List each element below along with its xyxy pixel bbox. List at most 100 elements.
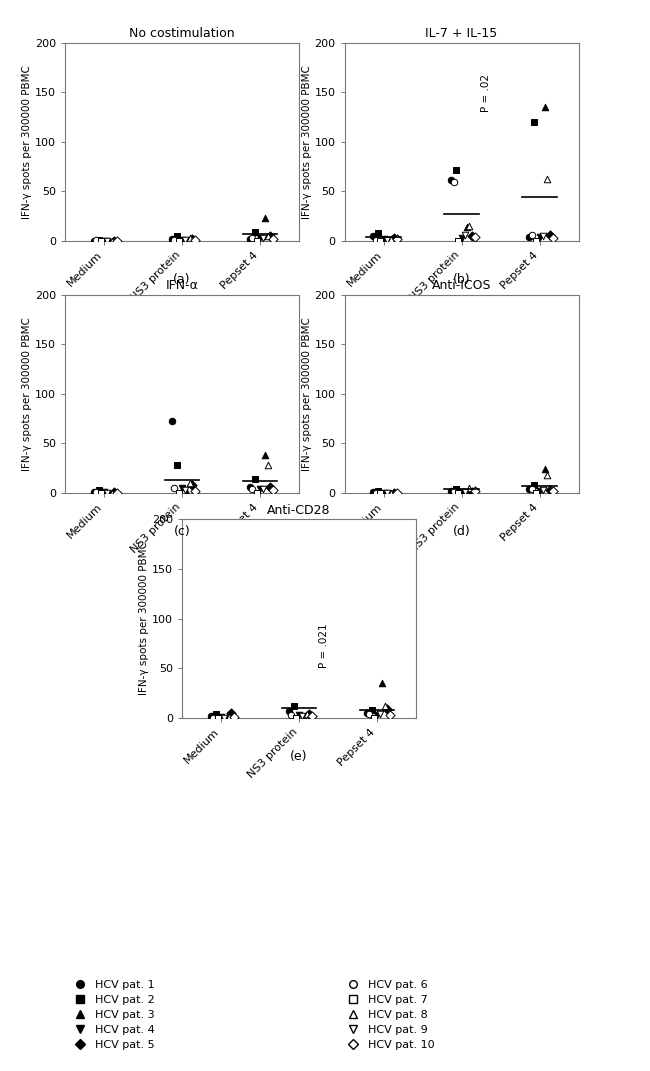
- Point: [182, 232, 192, 250]
- Point: [172, 227, 182, 244]
- Point: [456, 229, 467, 246]
- Point: [291, 709, 301, 726]
- Point: [384, 232, 394, 250]
- Point: [382, 231, 392, 248]
- Point: [180, 481, 190, 498]
- Point: [302, 705, 312, 722]
- Point: [260, 210, 270, 227]
- Point: [102, 484, 112, 501]
- Point: [252, 232, 262, 250]
- Point: [182, 484, 192, 501]
- Point: [174, 232, 184, 250]
- Point: [88, 232, 99, 250]
- Point: [91, 483, 101, 500]
- Point: [166, 412, 177, 429]
- Point: [364, 705, 374, 722]
- Point: [109, 483, 120, 500]
- Point: [102, 232, 112, 250]
- Point: [250, 224, 260, 241]
- Point: [448, 174, 459, 191]
- Point: [534, 228, 545, 245]
- Point: [185, 229, 195, 246]
- Point: [244, 230, 255, 247]
- Title: Anti-CD28: Anti-CD28: [267, 503, 331, 517]
- Point: [94, 231, 104, 248]
- Point: [367, 702, 377, 719]
- Point: [297, 707, 307, 724]
- Point: [213, 709, 223, 726]
- Point: [386, 484, 396, 501]
- Point: [378, 484, 389, 501]
- Point: [451, 480, 462, 497]
- Point: [112, 484, 122, 501]
- Point: [169, 479, 179, 496]
- Point: [94, 481, 104, 498]
- Point: [375, 232, 385, 250]
- Point: [531, 232, 541, 250]
- Title: No costimulation: No costimulation: [129, 27, 235, 41]
- Point: [391, 484, 402, 501]
- Point: [260, 447, 270, 464]
- Text: P = .021: P = .021: [319, 623, 329, 668]
- Point: [263, 456, 273, 473]
- Point: [538, 227, 548, 244]
- Point: [109, 232, 120, 250]
- Point: [361, 704, 372, 721]
- Point: [448, 482, 459, 499]
- Point: [451, 161, 462, 178]
- Point: [391, 230, 402, 247]
- Title: IFN-α: IFN-α: [166, 278, 198, 292]
- Point: [219, 709, 229, 726]
- Point: [467, 227, 477, 244]
- Point: [529, 477, 539, 494]
- Point: [386, 230, 396, 247]
- Point: [247, 480, 257, 497]
- Point: [252, 484, 262, 501]
- Point: [255, 229, 265, 246]
- Point: [542, 170, 552, 187]
- Point: [467, 483, 477, 500]
- Point: [385, 706, 395, 723]
- Point: [375, 484, 385, 501]
- Point: [187, 230, 198, 247]
- Point: [224, 708, 234, 725]
- Point: [229, 708, 239, 725]
- Point: [469, 228, 480, 245]
- Point: [299, 709, 309, 726]
- Point: [540, 461, 550, 478]
- Point: [531, 484, 541, 501]
- Point: [547, 229, 558, 246]
- Point: [464, 479, 474, 496]
- Point: [185, 474, 195, 492]
- Point: [464, 217, 474, 235]
- Point: [226, 704, 237, 721]
- Point: [112, 232, 122, 250]
- Point: [373, 482, 384, 499]
- Point: [166, 230, 177, 247]
- Point: [107, 232, 117, 250]
- Point: [286, 706, 296, 723]
- Point: [180, 231, 190, 248]
- Y-axis label: IFN-γ spots per 300000 PBMC: IFN-γ spots per 300000 PBMC: [22, 65, 32, 218]
- Point: [370, 231, 381, 248]
- Point: [377, 675, 387, 692]
- Point: [446, 171, 456, 188]
- Point: [389, 484, 399, 501]
- Point: [211, 705, 221, 722]
- Point: [389, 229, 399, 246]
- Point: [244, 478, 255, 495]
- Point: [265, 227, 276, 244]
- Point: [462, 484, 472, 501]
- Point: [177, 479, 187, 496]
- Point: [545, 481, 555, 498]
- Title: IL-7 + IL-15: IL-7 + IL-15: [425, 27, 498, 41]
- Point: [104, 232, 114, 250]
- Legend: HCV pat. 6, HCV pat. 7, HCV pat. 8, HCV pat. 9, HCV pat. 10: HCV pat. 6, HCV pat. 7, HCV pat. 8, HCV …: [337, 976, 439, 1055]
- Y-axis label: IFN-γ spots per 300000 PBMC: IFN-γ spots per 300000 PBMC: [302, 317, 311, 470]
- Point: [370, 484, 381, 501]
- Point: [369, 709, 379, 726]
- Point: [258, 229, 268, 246]
- Point: [384, 484, 394, 501]
- Point: [221, 709, 231, 726]
- Point: [372, 706, 382, 723]
